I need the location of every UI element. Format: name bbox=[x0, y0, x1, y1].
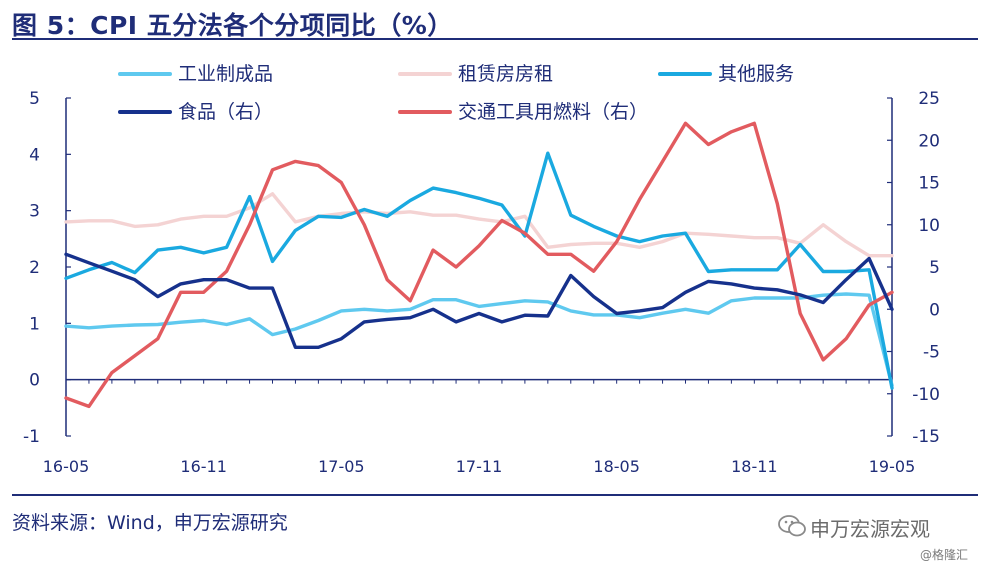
wechat-icon bbox=[778, 515, 806, 537]
y-right-tick-label: -5 bbox=[923, 343, 940, 363]
legend-label-1: 租赁房房租 bbox=[458, 63, 553, 85]
legend-label-4: 交通工具用燃料（右） bbox=[458, 101, 648, 123]
x-tick-label: 16-11 bbox=[180, 457, 227, 476]
y-left-tick-label: 3 bbox=[29, 202, 40, 222]
source-divider bbox=[12, 494, 978, 496]
series-line-2 bbox=[64, 151, 894, 390]
series-line-4 bbox=[64, 121, 894, 409]
x-tick-label: 17-05 bbox=[318, 457, 365, 476]
chart-series bbox=[64, 121, 894, 409]
y-left-tick-label: 2 bbox=[29, 258, 40, 278]
y-right-tick-label: 20 bbox=[918, 131, 940, 151]
legend-label-2: 其他服务 bbox=[718, 63, 794, 85]
y-right-tick-label: -10 bbox=[912, 385, 940, 405]
x-tick-label: 19-05 bbox=[869, 457, 916, 476]
legend-label-3: 食品（右） bbox=[178, 101, 273, 123]
x-tick-label: 17-11 bbox=[456, 457, 503, 476]
x-tick-label: 18-05 bbox=[593, 457, 640, 476]
y-right-tick-label: 5 bbox=[929, 258, 940, 278]
y-left-tick-label: 4 bbox=[29, 145, 40, 165]
watermark: @格隆汇 bbox=[920, 548, 969, 562]
title-divider bbox=[12, 38, 978, 40]
y-right-tick-label: 10 bbox=[918, 216, 940, 236]
y-left-tick-label: 0 bbox=[29, 371, 40, 391]
y-left-tick-label: -1 bbox=[23, 427, 40, 447]
x-tick-label: 16-05 bbox=[43, 457, 90, 476]
y-right-tick-label: -15 bbox=[912, 427, 940, 447]
y-left-tick-label: 5 bbox=[29, 89, 40, 109]
series-line-0 bbox=[64, 292, 894, 387]
source-note: 资料来源：Wind，申万宏源研究 bbox=[12, 512, 288, 534]
y-left-tick-label: 1 bbox=[29, 314, 40, 334]
x-tick-label: 18-11 bbox=[731, 457, 778, 476]
legend-label-0: 工业制成品 bbox=[178, 63, 273, 85]
y-right-tick-label: 25 bbox=[918, 89, 940, 109]
brand-name: 申万宏源宏观 bbox=[810, 517, 930, 541]
y-right-tick-label: 0 bbox=[929, 300, 940, 320]
y-right-tick-label: 15 bbox=[918, 174, 940, 194]
series-line-3 bbox=[64, 252, 894, 349]
series-line-1 bbox=[64, 192, 894, 258]
chart-title: 图 5：CPI 五分法各个分项同比（%） bbox=[12, 11, 453, 40]
